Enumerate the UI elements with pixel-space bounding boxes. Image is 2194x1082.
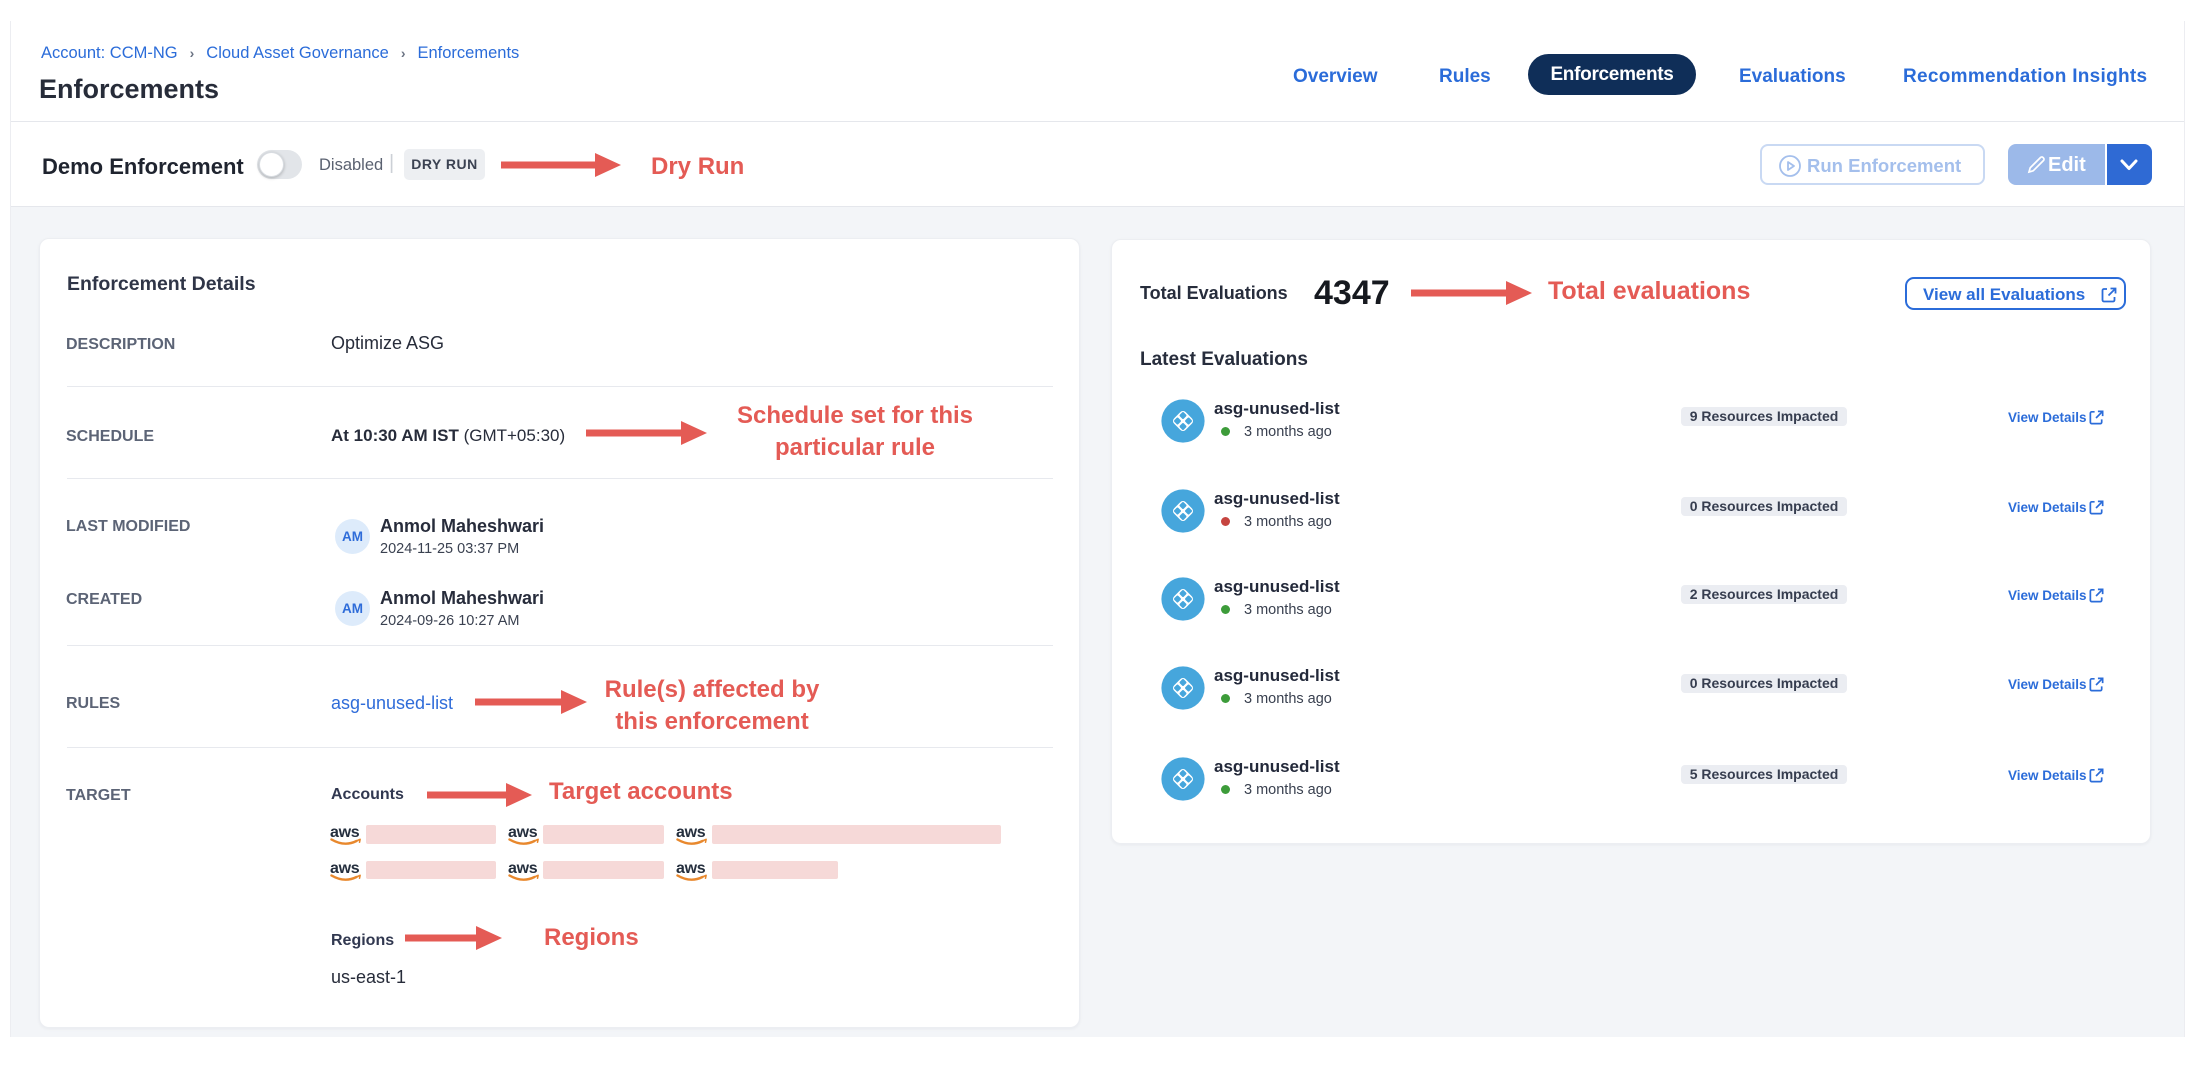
svg-text:aws: aws bbox=[508, 860, 538, 877]
svg-text:aws: aws bbox=[508, 824, 538, 841]
svg-text:aws: aws bbox=[676, 860, 706, 877]
svg-text:aws: aws bbox=[330, 824, 360, 841]
svg-text:aws: aws bbox=[676, 824, 706, 841]
svg-text:aws: aws bbox=[330, 860, 360, 877]
